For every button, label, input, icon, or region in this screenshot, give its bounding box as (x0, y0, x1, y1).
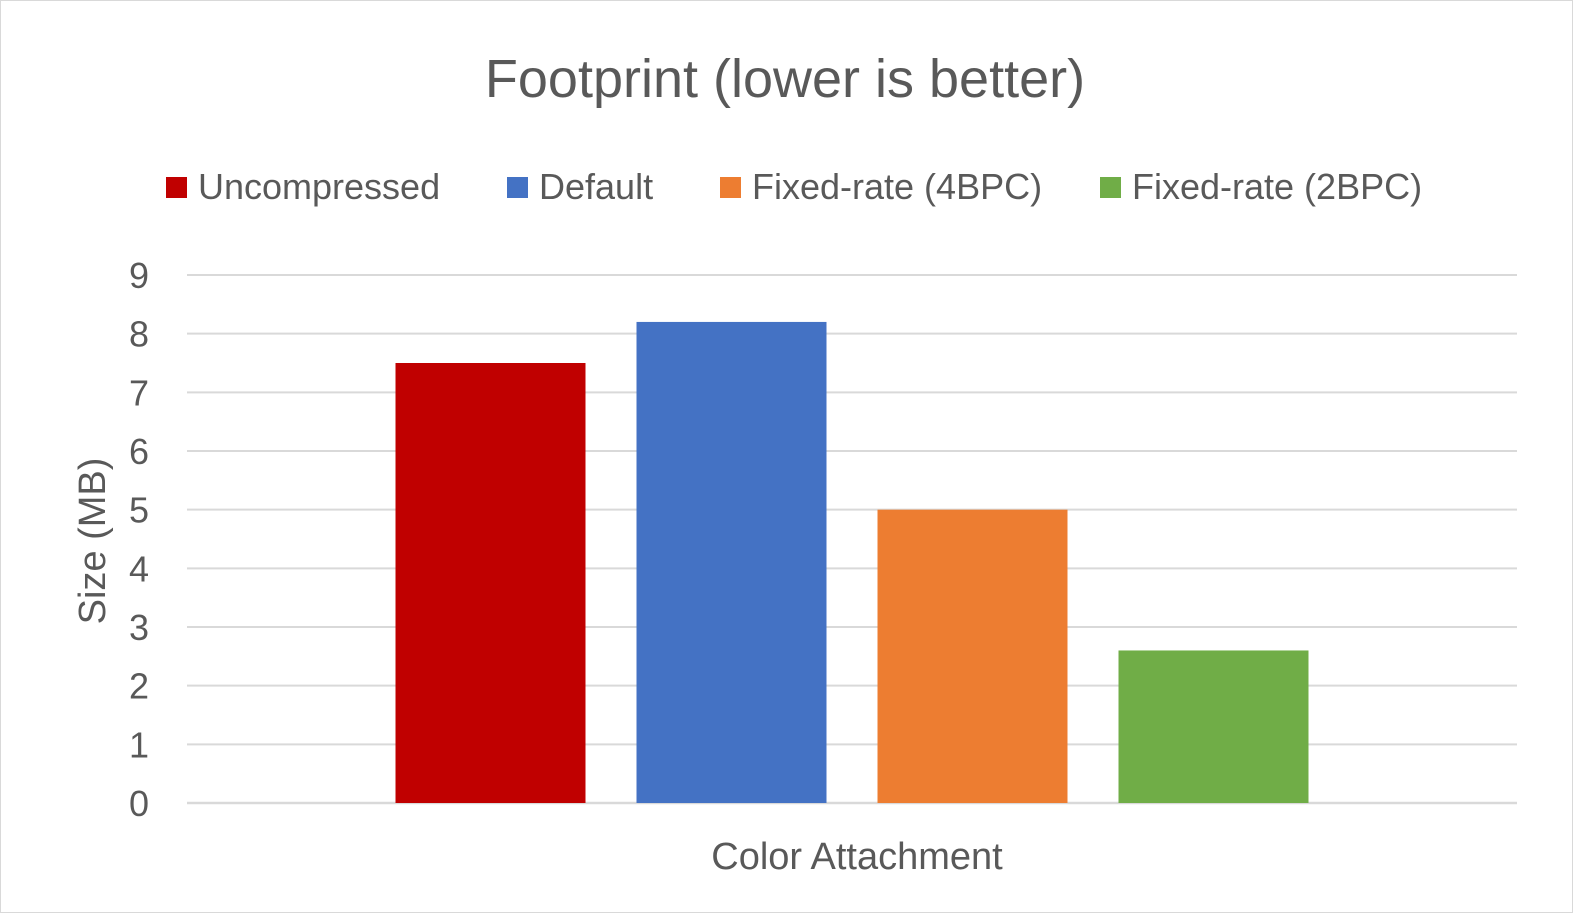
legend-swatch-fixed-rate-4bpc (720, 177, 741, 198)
y-tick-label: 1 (129, 724, 149, 765)
y-tick-label: 7 (129, 372, 149, 413)
y-axis-label: Size (MB) (72, 458, 114, 625)
x-axis-label: Color Attachment (711, 836, 1003, 878)
y-tick-label: 6 (129, 431, 149, 472)
y-tick-label: 2 (129, 666, 149, 707)
legend-label-default: Default (539, 166, 653, 207)
y-tick-label: 4 (129, 548, 149, 589)
y-tick-label: 5 (129, 490, 149, 531)
y-tick-label: 8 (129, 314, 149, 355)
bar-fixed-rate-4bpc (877, 509, 1068, 803)
bar-fixed-rate-2bpc (1118, 650, 1309, 803)
y-tick-label: 3 (129, 607, 149, 648)
legend-swatch-uncompressed (166, 177, 187, 198)
y-axis-ticks: 0 1 2 3 4 5 6 7 8 9 (129, 255, 149, 824)
legend-label-fixed-rate-2bpc: Fixed-rate (2BPC) (1132, 166, 1422, 207)
bar-uncompressed (395, 363, 586, 803)
bars (395, 321, 1309, 803)
bar-default (636, 321, 827, 803)
legend-label-uncompressed: Uncompressed (198, 166, 440, 207)
chart-title: Footprint (lower is better) (485, 49, 1085, 109)
legend-swatch-fixed-rate-2bpc (1100, 177, 1121, 198)
gridlines (187, 274, 1517, 805)
legend: Uncompressed Default Fixed-rate (4BPC) Fixe… (166, 166, 1422, 207)
legend-swatch-default (507, 177, 528, 198)
y-tick-label: 9 (129, 255, 149, 296)
y-tick-label: 0 (129, 783, 149, 824)
legend-label-fixed-rate-4bpc: Fixed-rate (4BPC) (752, 166, 1042, 207)
